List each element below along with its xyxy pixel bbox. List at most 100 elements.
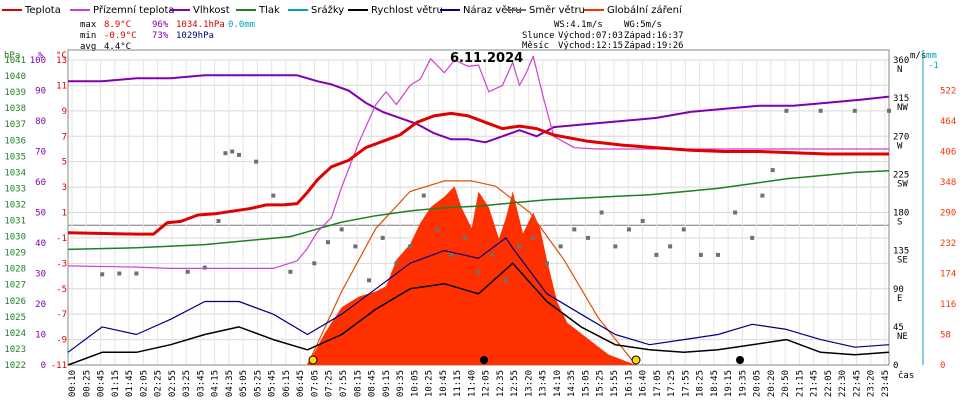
x-tick: 20:50 xyxy=(781,370,791,397)
axis-tick-hpa: 1031 xyxy=(4,217,26,227)
stats-max-rain: 0.0mm xyxy=(228,20,255,30)
axis-tick-wm2: 0 xyxy=(940,361,945,371)
wind-direction-point xyxy=(750,235,755,240)
axis-headers: hPa % °C m/s mm xyxy=(4,51,937,61)
axis-tick-wm2: 232 xyxy=(940,239,956,249)
moonset-marker xyxy=(736,356,744,364)
x-tick: 05:45 xyxy=(268,370,278,397)
x-tick: 11:15 xyxy=(453,370,463,397)
wind-direction-point xyxy=(640,219,645,223)
wind-direction-point xyxy=(681,227,686,232)
axis-tick-hpa: 1032 xyxy=(4,200,26,210)
axis-tick-wm2: 116 xyxy=(940,300,956,310)
x-tick: 07:05 xyxy=(310,370,320,397)
axis-tick-pct: 20 xyxy=(35,300,46,310)
x-tick: 21:45 xyxy=(810,370,820,397)
x-tick: 22:30 xyxy=(838,370,848,397)
grid xyxy=(68,59,889,366)
x-tick: 06:45 xyxy=(296,370,306,397)
info-sun-label: Slunce xyxy=(522,31,555,41)
ground-temperature-line xyxy=(67,55,889,269)
info-moon-rise: Východ:12:15 xyxy=(558,41,623,51)
axis-tick-hpa: 1028 xyxy=(4,265,26,275)
wind-direction-point xyxy=(185,269,190,274)
temperature-line xyxy=(67,111,889,236)
axis-tick-wm2: 174 xyxy=(940,270,956,280)
axis-tick-hpa: 1037 xyxy=(4,120,26,130)
x-tick: 23:20 xyxy=(867,370,877,397)
axis-tick-dir-name: S xyxy=(897,218,902,228)
x-axis: 00:10 00:25 00:45 01:15 01:45 02:05 02:25 02:55… xyxy=(68,370,891,397)
stats-min-label: min xyxy=(80,31,96,41)
info-moon-set: Západ:19:26 xyxy=(624,41,684,51)
axis-tick-dir: 135 xyxy=(893,247,909,257)
axis-tick-hpa: 1034 xyxy=(4,168,26,178)
axis-tick-dir-name: SW xyxy=(897,179,908,189)
wind-gust-line xyxy=(67,237,890,353)
axis-tick-hpa: 1029 xyxy=(4,249,26,259)
axis-tick-dir: 45 xyxy=(893,323,904,333)
wind-speed-line xyxy=(67,262,890,366)
wind-direction-point xyxy=(613,244,618,249)
stats-avg-temp: 4.4°C xyxy=(104,42,131,52)
axis-tick-hpa: 1038 xyxy=(4,104,26,114)
x-tick: 03:45 xyxy=(196,370,206,397)
wind-direction-point xyxy=(271,193,276,198)
legend-label-tlak: Tlak xyxy=(258,5,280,16)
x-tick: 17:25 xyxy=(667,370,677,397)
axis-tick-wm2: 406 xyxy=(940,148,956,158)
axis-tick-dir-name: SE xyxy=(897,256,908,266)
wind-direction-point xyxy=(586,235,590,240)
axis-tick-mm: -1 xyxy=(928,61,939,71)
x-tick: 08:45 xyxy=(368,370,378,397)
x-tick: 23:45 xyxy=(881,370,891,397)
axis-tick-dir-name: W xyxy=(897,141,903,151)
wind-direction-point xyxy=(202,265,207,270)
x-tick: 18:25 xyxy=(696,370,706,397)
axis-tick-dir: 180 xyxy=(893,209,909,219)
x-tick: 02:05 xyxy=(139,370,149,397)
wind-direction-point xyxy=(654,252,659,257)
wind-direction-point xyxy=(117,271,122,276)
x-tick: 13:20 xyxy=(524,370,534,397)
x-tick: 18:45 xyxy=(710,370,720,397)
wind-direction-point xyxy=(288,269,293,274)
axis-unit-hpa: hPa xyxy=(4,51,20,61)
axis-tick-pct: 70 xyxy=(35,148,46,158)
wind-direction-point xyxy=(531,235,536,240)
x-tick: 02:25 xyxy=(154,370,164,397)
x-tick: 02:55 xyxy=(168,370,178,397)
legend-label-teplota: Teplota xyxy=(24,5,61,16)
stats-avg-label: avg xyxy=(80,42,96,52)
wind-direction-point xyxy=(668,244,673,249)
axis-tick-pct: 40 xyxy=(35,239,46,249)
chart-title: 6.11.2024 xyxy=(450,51,523,66)
x-tick: 14:35 xyxy=(567,370,577,397)
x-tick: 14:10 xyxy=(553,370,563,397)
wind-direction-point xyxy=(367,278,371,283)
axis-tick-temp: -3 xyxy=(56,259,67,269)
axis-tick-pct: 30 xyxy=(35,270,46,280)
x-tick: 10:25 xyxy=(425,370,435,397)
series-lines-layer xyxy=(67,55,890,366)
x-tick: 15:25 xyxy=(596,370,606,397)
info-block: WS:4.1m/s WG:5m/s Slunce Východ:07:03 Zá… xyxy=(522,20,684,51)
wind-direction-point xyxy=(476,269,481,274)
info-sun-set: Západ:16:37 xyxy=(624,31,684,41)
axis-tick-wm2: 348 xyxy=(940,178,956,188)
axis-tick-hpa: 1027 xyxy=(4,281,26,291)
axis-tick-hpa: 1033 xyxy=(4,184,26,194)
pressure-line xyxy=(67,170,890,251)
x-tick: 09:35 xyxy=(396,370,406,397)
axis-tick-dir: 360 xyxy=(893,56,909,66)
stats-min-hum: 73% xyxy=(152,31,169,41)
x-tick: 20:20 xyxy=(767,370,777,397)
axis-tick-dir-name: NW xyxy=(897,103,908,113)
x-tick: 09:15 xyxy=(382,370,392,397)
wind-direction-point xyxy=(339,227,344,232)
wind-direction-point xyxy=(503,278,508,283)
axis-tick-temp: 3 xyxy=(62,183,67,193)
axis-tick-hpa: 1022 xyxy=(4,361,26,371)
